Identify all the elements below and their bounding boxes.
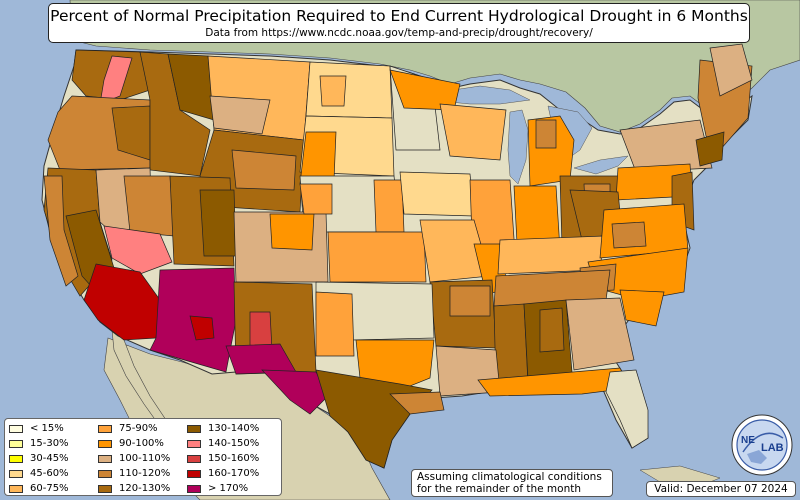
region-texas-east [389,391,445,415]
legend-item: < 15% [9,422,64,435]
legend-item: 15-30% [9,437,69,450]
map-title: Percent of Normal Precipitation Required… [50,7,748,25]
region-montana-patch [209,95,271,135]
region-wisconsin [439,103,507,161]
legend-label: 45-60% [30,468,69,479]
nexlab-logo: NE LAB [731,414,793,476]
legend-swatch [187,439,201,448]
legend-item: 130-140% [187,422,259,435]
legend: < 15% 15-30% 30-45% 45-60% 60-75% 75-90% 90-10… [4,418,282,496]
logo-text-ne: NE [741,435,755,446]
legend-swatch [98,469,112,478]
legend-item: 160-170% [187,467,259,480]
legend-label: 30-45% [30,453,69,464]
legend-swatch [9,454,23,463]
legend-item: 45-60% [9,467,69,480]
region-nd-east [319,75,347,107]
legend-label: 75-90% [119,423,158,434]
legend-swatch [187,484,201,493]
legend-item: 90-100% [98,437,164,450]
legend-item: 30-45% [9,452,69,465]
map-subtitle: Data from https://www.ncdc.noaa.gov/temp… [205,27,593,39]
region-nevada-east [123,175,175,237]
legend-swatch [9,439,23,448]
logo-text-lab: LAB [761,442,784,454]
region-utah-east [199,189,237,257]
region-georgia [565,297,635,371]
legend-item: 75-90% [98,422,158,435]
region-wyoming-south [231,149,297,191]
note-line-1: Assuming climatological conditions [417,471,602,483]
region-north-dakota [305,61,393,119]
legend-label: > 170% [208,483,249,494]
region-mi-patch [535,119,557,149]
region-va-patch [611,221,647,249]
region-nevada-pink [103,225,173,275]
legend-item: 110-120% [98,467,170,480]
legend-label: 110-120% [119,468,171,479]
region-texas-west [261,369,329,415]
legend-label: 150-160% [208,453,260,464]
legend-label: 140-150% [208,438,260,449]
title-box: Percent of Normal Precipitation Required… [48,3,750,43]
region-california-coast [43,175,79,287]
legend-swatch [187,424,201,433]
legend-swatch [98,484,112,493]
region-ct-ri [695,131,725,167]
note-line-2: for the remainder of the month [417,483,582,495]
region-mississippi [493,303,529,389]
legend-swatch [98,424,112,433]
legend-swatch [187,469,201,478]
region-new-york [619,119,713,173]
region-kansas [327,231,427,283]
legend-label: 160-170% [208,468,260,479]
legend-label: 15-30% [30,438,69,449]
legend-label: < 15% [30,423,64,434]
region-south-carolina [619,289,665,327]
legend-item: 100-110% [98,452,170,465]
region-colorado-east [269,213,315,251]
legend-label: 130-140% [208,423,260,434]
legend-label: 120-130% [119,483,171,494]
region-ne-east [373,179,405,233]
region-florida [605,369,649,449]
valid-date: Valid: December 07 2024 [646,481,796,497]
legend-item: > 170% [187,482,248,495]
legend-label: 60-75% [30,483,69,494]
region-maine [709,43,753,97]
legend-swatch [9,469,23,478]
legend-swatch [9,424,23,433]
region-ok-west [315,291,355,357]
legend-swatch [187,454,201,463]
region-iowa [399,171,475,217]
lake-erie [573,155,629,175]
legend-label: 90-100% [119,438,164,449]
legend-label: 100-110% [119,453,171,464]
legend-item: 140-150% [187,437,259,450]
legend-item: 150-160% [187,452,259,465]
climatology-note: Assuming climatological conditions for t… [411,469,613,497]
region-arizona-center [189,315,215,341]
region-co-ne [299,183,333,215]
region-alabama-patch [539,307,565,353]
region-socal [83,263,161,341]
legend-item: 120-130% [98,482,170,495]
legend-swatch [98,439,112,448]
legend-swatch [98,454,112,463]
region-arkansas-ne [449,285,491,317]
logo-arc [742,432,784,453]
legend-swatch [9,484,23,493]
logo-land [747,450,767,464]
lake-michigan [507,109,529,185]
legend-item: 60-75% [9,482,69,495]
